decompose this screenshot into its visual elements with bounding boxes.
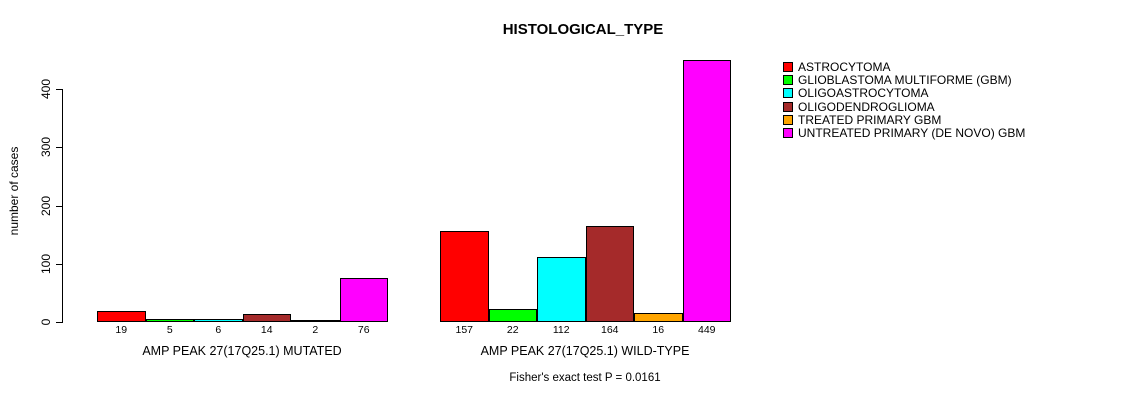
bar-value-label: 19 bbox=[115, 324, 128, 336]
x-group-label-wildtype: AMP PEAK 27(17Q25.1) WILD-TYPE bbox=[480, 344, 690, 358]
y-axis-tick bbox=[56, 89, 62, 90]
y-axis-tick-label: 0 bbox=[39, 318, 53, 326]
bar-value-label: 76 bbox=[357, 324, 370, 336]
y-axis-tick bbox=[56, 322, 62, 323]
legend-swatch bbox=[783, 114, 793, 125]
bar-value-label: 164 bbox=[600, 324, 619, 336]
legend-label: TREATED PRIMARY GBM bbox=[798, 112, 942, 127]
bar bbox=[634, 313, 683, 322]
bar-value-label: 2 bbox=[312, 324, 319, 336]
y-axis-tick bbox=[56, 147, 62, 149]
legend-swatch bbox=[783, 101, 793, 112]
y-axis-tick-label: 400 bbox=[39, 78, 53, 100]
legend-item: TREATED PRIMARY GBM bbox=[783, 112, 1025, 127]
y-axis-line bbox=[62, 89, 63, 323]
legend-swatch bbox=[783, 74, 793, 85]
legend-item: OLIGODENDROGLIOMA bbox=[783, 99, 1025, 114]
legend-label: OLIGOASTROCYTOMA bbox=[798, 86, 929, 101]
legend-swatch bbox=[783, 61, 793, 72]
bar bbox=[585, 226, 634, 322]
y-axis-title: number of cases bbox=[7, 146, 21, 236]
bar bbox=[488, 309, 537, 322]
bar bbox=[242, 314, 291, 322]
legend-label: ASTROCYTOMA bbox=[798, 59, 891, 74]
bar-value-label: 5 bbox=[166, 324, 173, 336]
bar bbox=[440, 231, 489, 322]
bar-value-label: 449 bbox=[697, 324, 716, 336]
y-axis-tick bbox=[56, 205, 62, 207]
bar-value-label: 16 bbox=[652, 324, 665, 336]
bar bbox=[97, 311, 146, 322]
legend-item: ASTROCYTOMA bbox=[783, 59, 1025, 74]
bar bbox=[145, 319, 194, 322]
legend-swatch bbox=[783, 128, 793, 139]
bar-value-label: 22 bbox=[506, 324, 519, 336]
legend-label: GLIOBLASTOMA MULTIFORME (GBM) bbox=[798, 72, 1012, 87]
fisher-test-annotation: Fisher's exact test P = 0.0161 bbox=[509, 372, 661, 384]
y-axis-tick-label: 100 bbox=[39, 253, 53, 274]
bar-value-label: 14 bbox=[260, 324, 273, 336]
y-axis-tick-label: 200 bbox=[39, 195, 53, 216]
legend-item: GLIOBLASTOMA MULTIFORME (GBM) bbox=[783, 72, 1025, 87]
bar bbox=[291, 320, 340, 322]
bar bbox=[537, 257, 586, 322]
legend-item: OLIGOASTROCYTOMA bbox=[783, 86, 1025, 101]
bar bbox=[339, 278, 388, 322]
legend-label: OLIGODENDROGLIOMA bbox=[798, 99, 935, 114]
chart-title: HISTOLOGICAL_TYPE bbox=[502, 21, 664, 38]
legend-item: UNTREATED PRIMARY (DE NOVO) GBM bbox=[783, 126, 1026, 141]
y-axis-tick-label: 300 bbox=[39, 137, 53, 158]
y-axis-tick bbox=[56, 263, 62, 265]
bar-value-label: 6 bbox=[215, 324, 222, 336]
legend: ASTROCYTOMA GLIOBLASTOMA MULTIFORME (GBM)… bbox=[783, 60, 1025, 140]
bar bbox=[194, 319, 243, 322]
legend-label: UNTREATED PRIMARY (DE NOVO) GBM bbox=[798, 126, 1026, 141]
legend-swatch bbox=[783, 88, 793, 99]
bar-value-label: 157 bbox=[455, 324, 474, 336]
bar-value-label: 112 bbox=[552, 324, 570, 336]
x-group-label-mutated: AMP PEAK 27(17Q25.1) MUTATED bbox=[142, 344, 342, 358]
bar bbox=[682, 60, 731, 322]
